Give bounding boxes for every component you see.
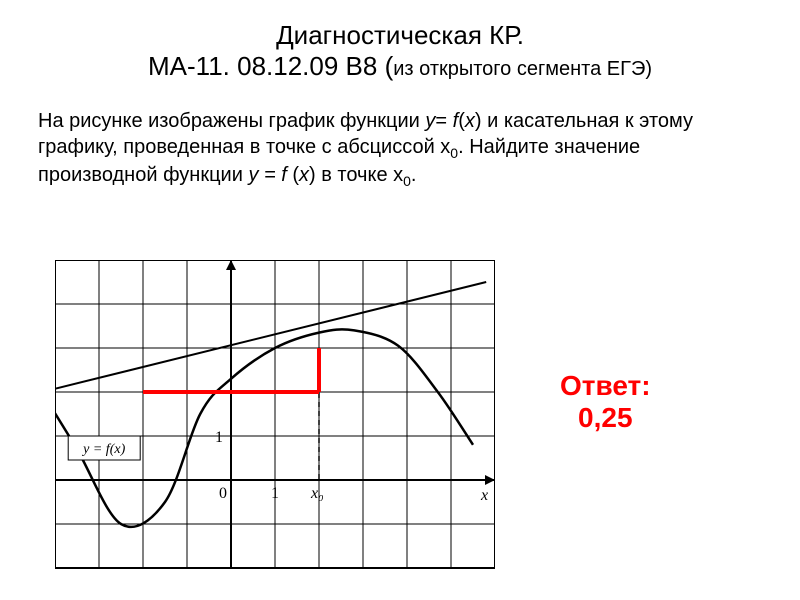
pt1: y <box>425 110 435 132</box>
pt11: x <box>299 164 309 186</box>
title-line-1: Диагностическая КР. <box>0 20 800 51</box>
answer-value: 0,25 <box>560 402 651 434</box>
pt12: ) в точке x <box>309 164 403 186</box>
pt14: . <box>411 164 417 186</box>
pt0: На рисунке изображены график функции <box>38 110 425 132</box>
title-main: МА-11. 08.12.09 В8 ( <box>148 51 393 81</box>
pt2: = <box>435 110 452 132</box>
pt7: 0 <box>450 145 458 161</box>
pt9: y = f <box>248 164 292 186</box>
pt5: x <box>465 110 475 132</box>
title-sub: из открытого сегмента ЕГЭ) <box>393 58 652 80</box>
title-line-2: МА-11. 08.12.09 В8 (из открытого сегмент… <box>0 51 800 82</box>
chart-svg: y = f(x) 0 1 1 x₀ x <box>55 260 495 570</box>
title-block: Диагностическая КР. МА-11. 08.12.09 В8 (… <box>0 0 800 100</box>
answer-label: Ответ: <box>560 370 651 402</box>
svg-text:x₀: x₀ <box>310 485 324 502</box>
pt4: ( <box>458 110 465 132</box>
svg-text:1: 1 <box>215 429 223 446</box>
svg-text:x: x <box>480 487 488 504</box>
svg-text:y = f(x): y = f(x) <box>81 442 125 457</box>
svg-text:0: 0 <box>219 485 227 502</box>
pt13: 0 <box>403 173 411 189</box>
svg-text:1: 1 <box>271 485 279 502</box>
answer-block: Ответ: 0,25 <box>560 370 651 434</box>
chart: y = f(x) 0 1 1 x₀ x <box>55 260 495 570</box>
problem-text: На рисунке изображены график функции y= … <box>0 100 800 190</box>
